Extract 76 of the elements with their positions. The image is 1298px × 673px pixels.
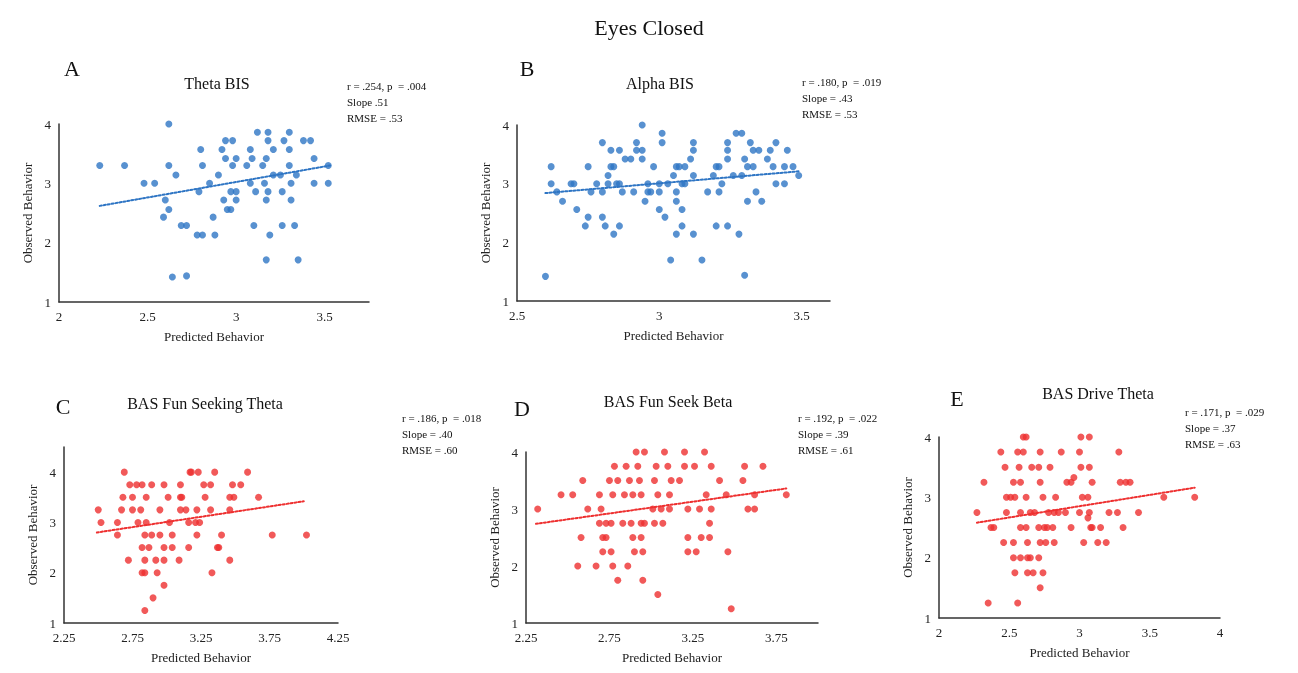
x-tick-label: 2.75 [598,630,621,645]
x-tick-label: 3.75 [258,630,281,645]
y-tick-label: 3 [44,175,51,191]
y-tick-label: 3 [511,501,518,517]
x-tick-label: 3 [232,309,240,324]
x-tick-label: 2.25 [514,630,538,645]
y-tick-label: 2 [502,234,509,250]
x-axis-title: Predicted Behavior [623,328,725,343]
x-tick-label: 2 [935,625,943,640]
y-tick-label: 2 [511,558,518,574]
x-tick-label: 4.25 [326,630,350,645]
y-tick-label: 1 [511,615,518,631]
x-tick-label: 2.5 [139,309,156,324]
text: D [514,395,530,421]
text: r = .192, p = .022 [798,412,878,424]
text: r = .171, p = .029 [1185,406,1265,418]
text: B [519,55,535,81]
y-tick-label: 4 [511,444,519,460]
text: r = .180, p = .019 [802,76,882,88]
text: E [950,385,964,411]
chart-title: Theta BIS [184,74,250,92]
x-tick-label: 2.25 [52,630,76,645]
x-tick-label: 3.5 [793,308,810,323]
chart-title: Alpha BIS [626,74,694,93]
y-tick-label: 4 [44,116,52,132]
y-tick-label: 3 [49,514,56,530]
annotation: RMSE = .63 [1185,438,1241,450]
y-tick-label: 1 [924,610,931,626]
x-axis-title: Predicted Behavior [164,329,265,344]
x-tick-label: 2.5 [508,308,526,323]
y-tick-label: 1 [49,615,56,631]
annotation: RMSE = .61 [798,444,854,456]
y-tick-label: 1 [44,294,51,310]
y-tick-label: 4 [49,464,57,480]
x-axis-title: Predicted Behavior [1029,645,1131,660]
x-tick-label: 2.5 [1001,625,1018,640]
y-tick-label: 2 [924,550,931,566]
text: Slope = .39 [798,428,850,440]
chart-title: BAS Fun Seek Beta [603,392,733,410]
chart-title: BAS Drive Theta [1042,384,1154,402]
y-tick-label: 4 [502,117,510,133]
text: RMSE = .53 [802,108,858,120]
text: RMSE = .53 [347,112,403,124]
text: Slope = .37 [1185,422,1237,434]
text: Slope .51 [347,96,389,108]
y-tick-label: 1 [502,293,509,309]
y-tick-label: 2 [49,565,56,581]
y-tick-label: 2 [44,235,51,251]
y-axis-title: Observed Behavior [477,161,493,264]
text: r = .186, p = .018 [402,412,482,424]
x-tick-label: 4 [1216,625,1224,640]
x-tick-label: 3.5 [316,309,333,324]
text: Slope = .43 [802,92,854,104]
y-tick-label: 3 [924,489,931,505]
x-tick-label: 3.75 [764,630,788,645]
x-axis-title: Predicted Behavior [622,650,723,665]
y-axis-title: Observed Behavior [899,476,915,578]
x-tick-label: 2.75 [121,630,144,645]
text: RMSE = .60 [402,444,458,456]
x-tick-label: 3 [656,308,663,323]
y-axis-title: Observed Behavior [20,161,35,264]
x-tick-label: 3.25 [681,630,705,645]
y-tick-label: 4 [924,429,932,445]
text: Eyes Closed [594,14,704,40]
y-tick-label: 3 [502,176,509,192]
y-axis-title: Observed Behavior [486,486,502,588]
text: r = .254, p = .004 [347,80,427,92]
text: Slope = .40 [402,428,454,440]
text: A [64,55,81,81]
x-tick-label: 3.25 [189,630,213,645]
chart-title: BAS Fun Seeking Theta [127,394,283,413]
x-tick-label: 3.5 [1141,625,1158,640]
x-tick-label: 3 [1076,625,1083,640]
x-axis-title: Predicted Behavior [151,650,252,665]
y-axis-title: Observed Behavior [24,483,40,586]
text: C [55,393,71,419]
